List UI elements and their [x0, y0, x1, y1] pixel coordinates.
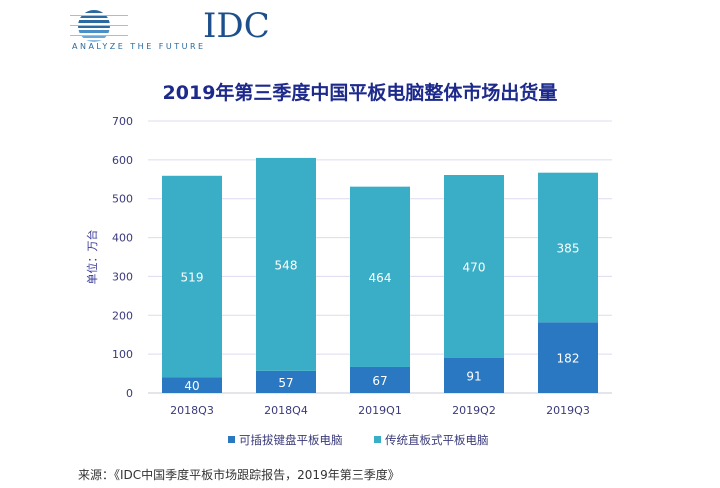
- legend-swatch: [374, 436, 381, 443]
- bar-slate: [444, 175, 504, 358]
- idc-logo: IDC: [70, 6, 270, 50]
- bar-keyboard: [350, 366, 410, 393]
- bar-slate: [538, 172, 598, 323]
- x-tick-label: 2018Q4: [264, 404, 308, 417]
- data-label: 470: [463, 260, 486, 274]
- x-tick-label: 2019Q1: [358, 404, 402, 417]
- bar-slate: [256, 157, 316, 371]
- data-label: 182: [557, 352, 580, 366]
- bar-keyboard: [538, 322, 598, 393]
- y-axis-label: 单位：万台: [85, 230, 99, 285]
- y-tick-label: 500: [112, 193, 133, 206]
- x-tick-label: 2019Q3: [546, 404, 590, 417]
- logo-name: IDC: [203, 6, 270, 46]
- legend-label: 传统直板式平板电脑: [385, 433, 489, 447]
- data-label: 57: [278, 376, 293, 390]
- data-label: 548: [275, 258, 298, 272]
- data-label: 40: [184, 379, 199, 393]
- data-label: 385: [557, 241, 580, 255]
- legend-label: 可插拔键盘平板电脑: [239, 433, 343, 447]
- y-tick-label: 400: [112, 232, 133, 245]
- y-tick-label: 0: [126, 387, 133, 400]
- chart-title: 2019年第三季度中国平板电脑整体市场出货量: [162, 82, 558, 104]
- bar-keyboard: [256, 370, 316, 393]
- y-tick-label: 700: [112, 115, 133, 128]
- bar-slate: [162, 175, 222, 378]
- x-tick-label: 2019Q2: [452, 404, 496, 417]
- y-tick-label: 200: [112, 309, 133, 322]
- data-label: 464: [369, 271, 392, 285]
- data-label: 91: [466, 369, 481, 383]
- y-tick-label: 600: [112, 154, 133, 167]
- legend-swatch: [228, 436, 235, 443]
- source-note: 来源：《IDC中国季度平板市场跟踪报告，2019年第三季度》: [78, 468, 400, 482]
- logo-tagline: ANALYZE THE FUTURE: [72, 42, 206, 51]
- data-label: 67: [372, 374, 387, 388]
- idc-globe-icon: [70, 10, 128, 42]
- bar-slate: [350, 186, 410, 367]
- y-tick-label: 100: [112, 348, 133, 361]
- bar-keyboard: [162, 377, 222, 393]
- y-tick-label: 300: [112, 270, 133, 283]
- x-tick-label: 2018Q3: [170, 404, 214, 417]
- stacked-bar-chart: 0 100 200 300 400 500 600 700 单位：万台 40 519 2018Q3 57…: [85, 115, 612, 447]
- bar-keyboard: [444, 357, 504, 393]
- data-label: 519: [181, 271, 204, 285]
